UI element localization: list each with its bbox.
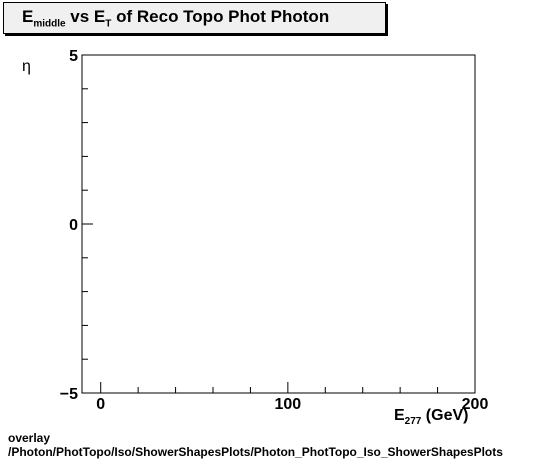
footer-line-1: overlay [8, 431, 51, 445]
y-axis-label: η [22, 58, 31, 75]
plot-frame [81, 54, 476, 394]
y-axis [82, 54, 93, 394]
footer-path: overlay /Photon/PhotTopo/Iso/ShowerShape… [8, 431, 503, 459]
y-tick-label: 5 [69, 48, 78, 65]
footer-line-2: /Photon/PhotTopo/Iso/ShowerShapesPlots/P… [8, 445, 503, 459]
y-tick-label: 0 [69, 217, 78, 234]
x-axis-label: E277 (GeV) [394, 407, 469, 428]
x-tick-label: 0 [96, 396, 105, 413]
x-axis [100, 382, 476, 393]
plot-area: 5 0 −5 0 100 200 [60, 48, 489, 413]
x-tick-label: 200 [462, 396, 489, 413]
chart-title-box: Emiddle vs ET of Reco Topo Phot Photon [3, 2, 386, 34]
chart-title: Emiddle vs ET of Reco Topo Phot Photon [22, 7, 330, 30]
tick-labels: 5 0 −5 0 100 200 [60, 48, 489, 413]
x-tick-label: 100 [275, 396, 302, 413]
y-tick-label: −5 [60, 386, 78, 403]
